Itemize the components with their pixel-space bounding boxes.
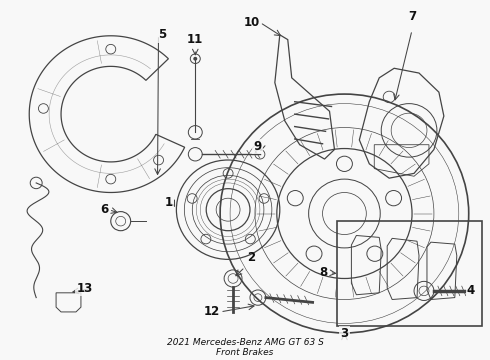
Text: 3: 3 [341, 327, 348, 341]
Text: 2: 2 [247, 251, 255, 264]
Bar [338, 221, 482, 326]
Text: 1: 1 [164, 195, 172, 208]
Text: 5: 5 [158, 28, 167, 41]
Text: 8: 8 [319, 266, 327, 279]
Text: 2021 Mercedes-Benz AMG GT 63 S
Front Brakes: 2021 Mercedes-Benz AMG GT 63 S Front Bra… [167, 338, 323, 357]
Text: 6: 6 [100, 203, 109, 216]
Text: 7: 7 [408, 10, 416, 23]
Text: 11: 11 [187, 33, 203, 46]
Text: 12: 12 [204, 305, 220, 319]
Text: 10: 10 [244, 16, 260, 29]
Circle shape [193, 57, 197, 60]
Text: 9: 9 [254, 140, 262, 153]
Text: 4: 4 [467, 284, 475, 297]
Text: 13: 13 [76, 282, 93, 294]
